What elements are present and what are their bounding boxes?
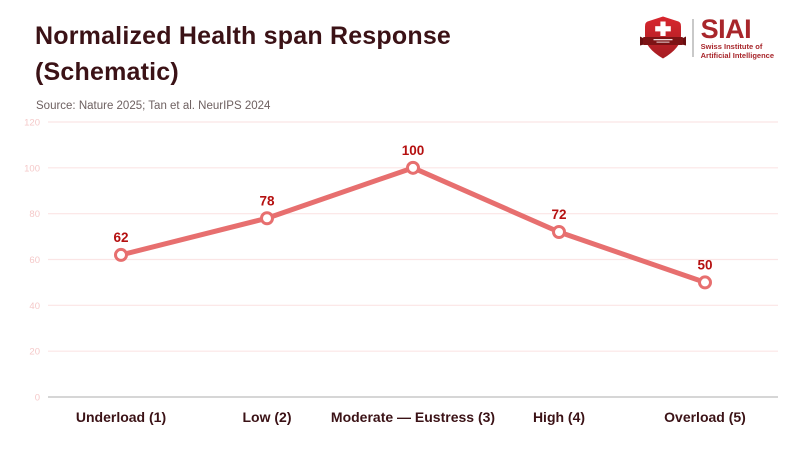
logo-acronym: SIAI xyxy=(700,14,752,44)
data-point-marker xyxy=(114,247,128,262)
y-tick-label: 100 xyxy=(24,163,40,174)
title-line-2: (Schematic) xyxy=(35,58,179,86)
series-line xyxy=(118,165,708,285)
category-label: Overload (5) xyxy=(664,409,746,425)
y-tick-label: 40 xyxy=(29,301,40,312)
data-point-marker xyxy=(698,275,712,290)
data-point-label: 78 xyxy=(259,193,275,208)
siai-logo: SIAI Swiss Institute of Artificial Intel… xyxy=(639,15,774,61)
y-tick-label: 120 xyxy=(24,118,40,129)
data-point-label: 62 xyxy=(113,230,128,245)
logo-subtitle-line-2: Artificial Intelligence xyxy=(700,50,774,60)
category-label: High (4) xyxy=(533,409,585,425)
page-title: Normalized Health span Response (Schemati… xyxy=(35,18,451,90)
logo-subtitle-line-1: Swiss Institute of xyxy=(700,42,763,51)
y-tick-label: 0 xyxy=(35,393,40,404)
swiss-shield-cross-icon xyxy=(640,16,687,59)
category-label: Underload (1) xyxy=(76,409,166,425)
data-point-marker xyxy=(260,211,274,226)
data-point-label: 72 xyxy=(551,207,566,222)
data-point-marker xyxy=(406,160,420,175)
data-point-label: 100 xyxy=(402,143,425,158)
data-point-label: 50 xyxy=(697,257,712,272)
logo-divider xyxy=(692,19,694,57)
y-tick-label: 60 xyxy=(29,255,40,266)
healthspan-line-chart: 0 20 40 60 80 100 120 62 78 100 72 50 Underload (1) L… xyxy=(24,118,778,425)
category-label: Low (2) xyxy=(243,409,292,425)
y-tick-label: 80 xyxy=(29,209,40,220)
category-label: Moderate — Eustress (3) xyxy=(331,409,495,425)
title-line-1: Normalized Health span Response xyxy=(35,22,452,50)
y-tick-label: 20 xyxy=(29,347,40,358)
source-caption: Source: Nature 2025; Tan et al. NeurIPS … xyxy=(36,100,271,112)
logo-text: SIAI Swiss Institute of Artificial Intel… xyxy=(701,16,774,60)
data-point-marker xyxy=(552,225,566,239)
